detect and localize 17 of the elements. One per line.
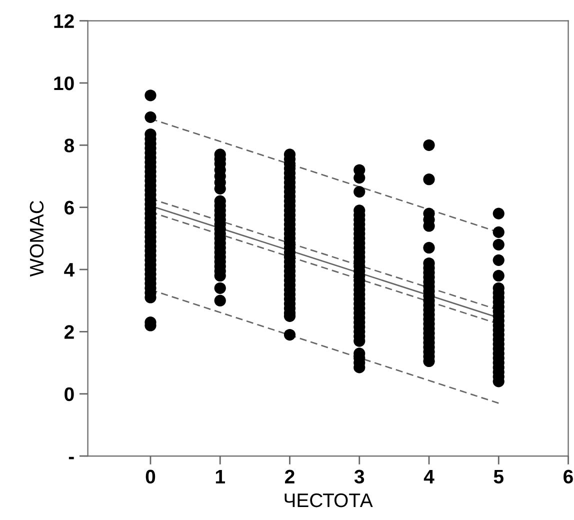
- x-tick-label: 1: [216, 470, 225, 484]
- x-tick-label: 0: [146, 470, 156, 484]
- x-axis-title: ЧЕСТОТА: [284, 493, 373, 508]
- x-tick-label: 3: [354, 470, 364, 484]
- y-tick-label: 4: [64, 263, 75, 277]
- y-tick-label: 10: [54, 76, 74, 90]
- y-tick-label: 12: [54, 14, 74, 28]
- x-tick-label: 6: [564, 470, 573, 484]
- x-tick-label: 5: [494, 470, 504, 484]
- y-tick-label: 6: [64, 200, 74, 215]
- y-axis-title: WOMAC: [30, 200, 44, 277]
- x-tick-label: 4: [424, 470, 434, 484]
- y-tick-label: -: [68, 456, 74, 460]
- x-tick-label: 2: [285, 470, 294, 484]
- y-tick-label: 8: [64, 138, 74, 152]
- y-tick-label: 2: [64, 325, 74, 339]
- y-tick-label: 0: [64, 387, 74, 402]
